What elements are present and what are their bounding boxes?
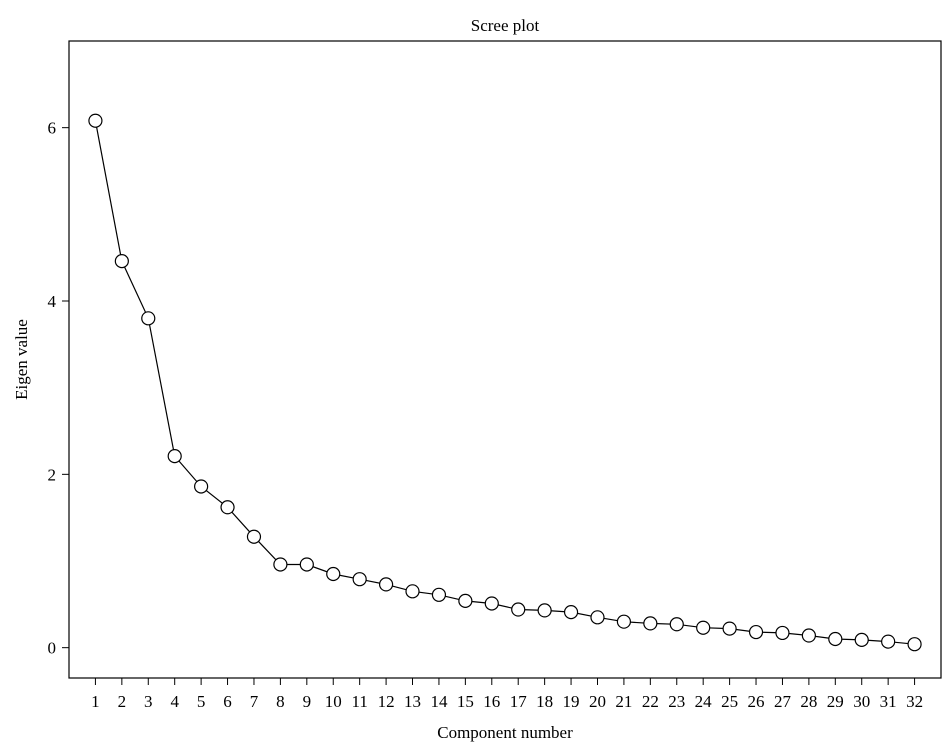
x-tick-label: 31: [880, 692, 897, 711]
x-tick-label: 32: [906, 692, 923, 711]
data-point: [378, 577, 394, 592]
y-axis-label: Eigen value: [12, 319, 31, 400]
x-tick-label: 8: [276, 692, 285, 711]
data-point: [828, 631, 843, 647]
data-point: [220, 500, 235, 515]
data-point: [141, 311, 156, 326]
data-point: [854, 632, 869, 647]
x-tick-label: 14: [430, 692, 448, 711]
x-axis-label: Component number: [437, 723, 573, 742]
x-tick-label: 30: [853, 692, 870, 711]
data-point: [669, 617, 684, 632]
x-tick-label: 20: [589, 692, 606, 711]
data-point: [590, 610, 605, 625]
x-tick-label: 25: [721, 692, 738, 711]
data-point: [114, 254, 129, 269]
data-point: [881, 634, 896, 649]
x-tick-label: 21: [615, 692, 632, 711]
data-point: [431, 587, 447, 602]
data-point: [167, 449, 182, 464]
x-tick-label: 11: [351, 692, 367, 711]
x-tick-label: 29: [827, 692, 844, 711]
data-point: [643, 616, 658, 631]
x-tick-label: 23: [668, 692, 685, 711]
data-points: [88, 113, 922, 652]
data-point: [405, 584, 420, 599]
x-tick-label: 12: [378, 692, 395, 711]
data-point: [722, 621, 737, 636]
x-tick-label: 16: [483, 692, 500, 711]
data-point: [352, 572, 367, 587]
x-tick-label: 1: [91, 692, 100, 711]
data-point: [511, 602, 526, 617]
x-tick-label: 4: [170, 692, 179, 711]
data-point: [748, 624, 764, 640]
x-tick-label: 17: [510, 692, 528, 711]
data-point: [194, 479, 209, 494]
data-point: [458, 593, 473, 608]
data-point: [299, 557, 314, 572]
x-tick-label: 28: [800, 692, 817, 711]
x-tick-label: 9: [303, 692, 312, 711]
series-line: [94, 120, 915, 645]
x-tick-label: 13: [404, 692, 421, 711]
x-tick-label: 19: [563, 692, 580, 711]
data-point: [246, 529, 262, 544]
y-tick-label: 6: [48, 119, 57, 138]
x-tick-label: 3: [144, 692, 153, 711]
data-point: [801, 628, 816, 643]
x-tick-label: 24: [695, 692, 713, 711]
x-tick-label: 27: [774, 692, 792, 711]
x-tick-label: 7: [250, 692, 259, 711]
x-tick-label: 6: [223, 692, 232, 711]
data-point: [775, 625, 790, 641]
plot-frame: [68, 40, 942, 679]
data-point: [696, 620, 711, 635]
data-point: [273, 557, 288, 572]
x-tick-label: 15: [457, 692, 474, 711]
x-tick-label: 2: [118, 692, 127, 711]
data-point: [616, 614, 632, 629]
y-tick-label: 4: [48, 292, 57, 311]
data-point: [326, 566, 341, 582]
x-tick-label: 18: [536, 692, 553, 711]
data-point: [88, 113, 103, 128]
chart-title: Scree plot: [471, 16, 540, 35]
x-tick-label: 26: [748, 692, 765, 711]
data-point: [563, 605, 579, 620]
x-tick-label: 10: [325, 692, 342, 711]
y-tick-label: 2: [48, 465, 57, 484]
x-tick-label: 22: [642, 692, 659, 711]
data-point: [484, 596, 499, 611]
x-tick-label: 5: [197, 692, 206, 711]
y-tick-label: 0: [48, 639, 57, 658]
data-point: [537, 603, 552, 618]
data-point: [907, 637, 922, 652]
y-axis-ticks: 0 2 4 6: [48, 119, 69, 658]
x-axis-ticks: 1 2 3 4 5 6 7 8 9 10 11 12 13 14 15 16 17 18 19 20 21 22 23 24 2…: [91, 678, 923, 711]
